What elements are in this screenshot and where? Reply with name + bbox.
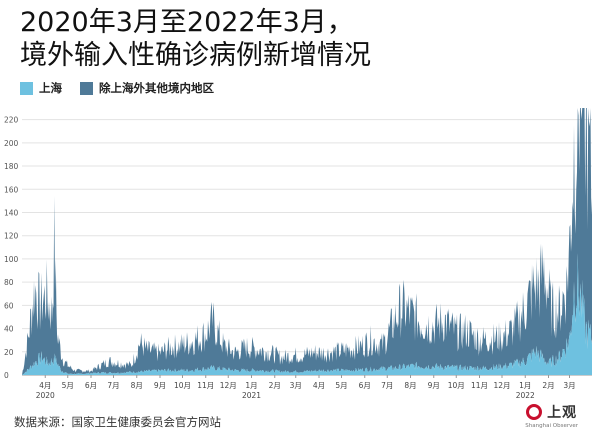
x-year-label: 2020 xyxy=(36,391,55,400)
x-tick-label: 5月 xyxy=(335,381,347,390)
y-tick-label: 180 xyxy=(4,162,19,171)
x-tick-label: 7月 xyxy=(107,381,119,390)
x-year-label: 2021 xyxy=(242,391,261,400)
x-tick-label: 6月 xyxy=(359,381,371,390)
legend-label-shanghai: 上海 xyxy=(39,81,62,95)
legend-label-other: 除上海外其他境内地区 xyxy=(99,81,214,95)
x-tick-label: 5月 xyxy=(62,381,74,390)
series-area-shanghai xyxy=(22,253,592,375)
x-tick-label: 10月 xyxy=(174,381,191,390)
y-tick-label: 120 xyxy=(4,232,19,241)
x-tick-label: 8月 xyxy=(131,381,143,390)
y-tick-label: 0 xyxy=(4,371,9,380)
title-line-1: 2020年3月至2022年3月， xyxy=(20,7,354,38)
y-tick-label: 140 xyxy=(4,208,19,217)
x-tick-label: 3月 xyxy=(290,381,302,390)
x-tick-label: 11月 xyxy=(471,381,488,390)
data-source: 数据来源：国家卫生健康委员会官方网站 xyxy=(14,415,221,429)
logo-text: 上观 xyxy=(547,405,578,421)
x-tick-label: 10月 xyxy=(448,381,465,390)
legend: 上海 除上海外其他境内地区 xyxy=(20,80,232,96)
legend-item-other: 除上海外其他境内地区 xyxy=(80,80,214,96)
legend-swatch-other xyxy=(80,81,93,95)
brand-logo: 上观 Shanghai Observer xyxy=(525,402,578,429)
x-tick-label: 3月 xyxy=(563,381,575,390)
x-tick-label: 11月 xyxy=(197,381,214,390)
x-tick-label: 2月 xyxy=(269,381,281,390)
x-tick-label: 4月 xyxy=(39,381,51,390)
x-tick-label: 12月 xyxy=(493,381,510,390)
logo-subtitle: Shanghai Observer xyxy=(525,423,578,429)
x-tick-label: 9月 xyxy=(428,381,440,390)
y-tick-label: 40 xyxy=(4,325,14,334)
y-tick-label: 80 xyxy=(4,278,14,287)
x-tick-label: 1月 xyxy=(519,381,531,390)
legend-item-shanghai: 上海 xyxy=(20,80,62,96)
x-tick-label: 8月 xyxy=(404,381,416,390)
x-year-label: 2022 xyxy=(516,391,535,400)
x-tick-label: 6月 xyxy=(85,381,97,390)
chart-plot: 0 20 40 60 80 100 120 140 160 180 200 220 4月 5月 6月 7月 8月… xyxy=(4,108,592,400)
title-line-2: 境外输入性确诊病例新增情况 xyxy=(20,40,371,71)
y-tick-label: 160 xyxy=(4,185,19,194)
y-tick-label: 220 xyxy=(4,116,19,125)
logo-icon xyxy=(526,404,543,420)
x-tick-label: 9月 xyxy=(154,381,166,390)
x-tick-label: 1月 xyxy=(245,381,257,390)
x-tick-label: 4月 xyxy=(313,381,325,390)
y-tick-label: 20 xyxy=(4,348,14,357)
y-tick-label: 200 xyxy=(4,139,19,148)
legend-swatch-shanghai xyxy=(20,81,33,95)
chart-title: 2020年3月至2022年3月， 境外输入性确诊病例新增情况 xyxy=(20,6,371,72)
x-tick-label: 7月 xyxy=(381,381,393,390)
x-tick-label: 12月 xyxy=(220,381,237,390)
series-area-other xyxy=(22,108,592,375)
x-tick-label: 2月 xyxy=(542,381,554,390)
y-tick-label: 60 xyxy=(4,301,14,310)
y-tick-label: 100 xyxy=(4,255,19,264)
